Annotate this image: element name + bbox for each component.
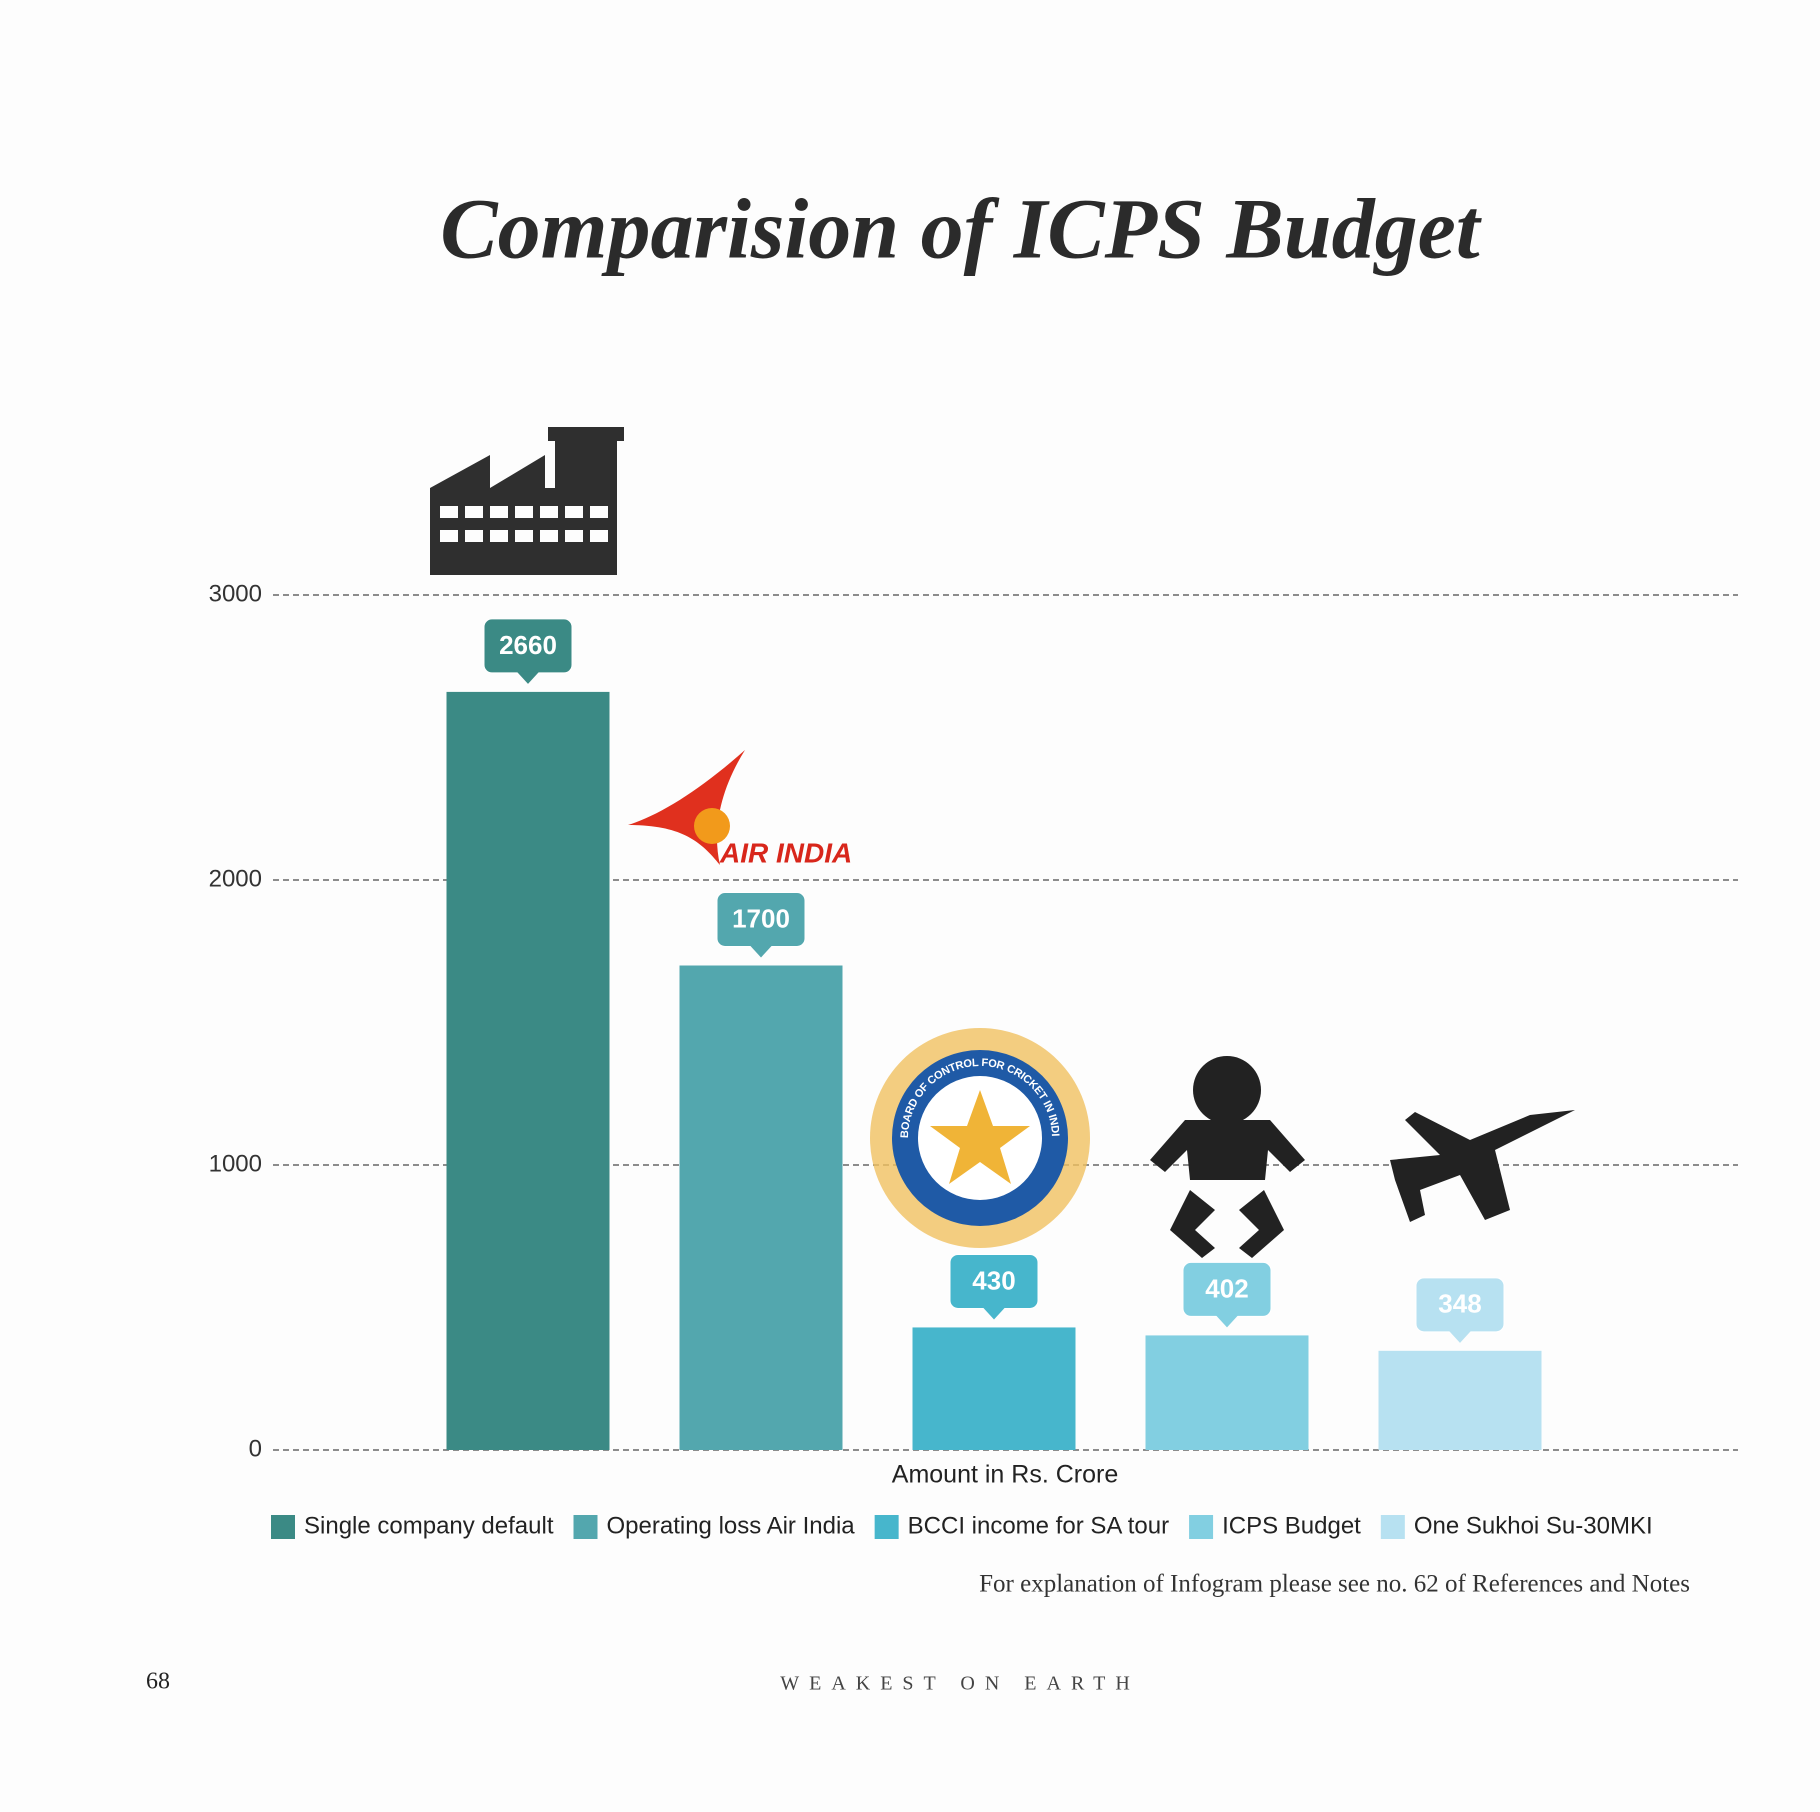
y-tick-label: 0 — [249, 1435, 262, 1462]
x-axis-label: Amount in Rs. Crore — [892, 1461, 1118, 1489]
legend-swatch — [271, 1515, 295, 1539]
factory-icon — [430, 427, 624, 575]
value-label-pointer — [983, 1307, 1005, 1320]
bcci-logo — [870, 1028, 1090, 1248]
legend-swatch — [1380, 1515, 1405, 1539]
value-label: 430 — [972, 1265, 1015, 1295]
y-tick-label: 2000 — [209, 865, 262, 892]
bar — [446, 691, 610, 1450]
y-tick-label: 1000 — [209, 1150, 262, 1177]
jet-icon — [1390, 1110, 1575, 1222]
running-title: WEAKEST ON EARTH — [780, 1673, 1140, 1695]
legend-label: Operating loss Air India — [607, 1512, 856, 1539]
air-india-text: AIR INDIA — [719, 837, 852, 868]
value-label-pointer — [1449, 1330, 1471, 1343]
value-label-pointer — [517, 671, 539, 684]
note: For explanation of Infogram please see n… — [979, 1571, 1690, 1598]
chart-title: Comparision of ICPS Budget — [440, 181, 1482, 277]
value-label: 348 — [1438, 1289, 1481, 1319]
bar — [912, 1327, 1076, 1450]
value-label-pointer — [1216, 1315, 1238, 1328]
y-tick-label: 3000 — [209, 580, 262, 607]
legend-label: ICPS Budget — [1222, 1512, 1361, 1539]
page-number: 68 — [146, 1669, 170, 1695]
value-label-pointer — [750, 945, 772, 958]
legend-swatch — [1189, 1515, 1214, 1539]
legend-swatch — [874, 1515, 899, 1539]
value-label: 2660 — [499, 630, 557, 660]
baby-icon — [1150, 1056, 1305, 1258]
legend-label: BCCI income for SA tour — [908, 1512, 1169, 1539]
bar — [679, 965, 843, 1450]
value-label: 1700 — [732, 903, 790, 933]
legend-label: One Sukhoi Su-30MKI — [1414, 1512, 1653, 1539]
air-india-logo — [628, 750, 745, 865]
value-label: 402 — [1205, 1273, 1248, 1303]
legend-swatch — [573, 1515, 598, 1539]
bar — [1378, 1350, 1542, 1450]
legend-label: Single company default — [304, 1512, 554, 1539]
bar — [1145, 1335, 1309, 1450]
